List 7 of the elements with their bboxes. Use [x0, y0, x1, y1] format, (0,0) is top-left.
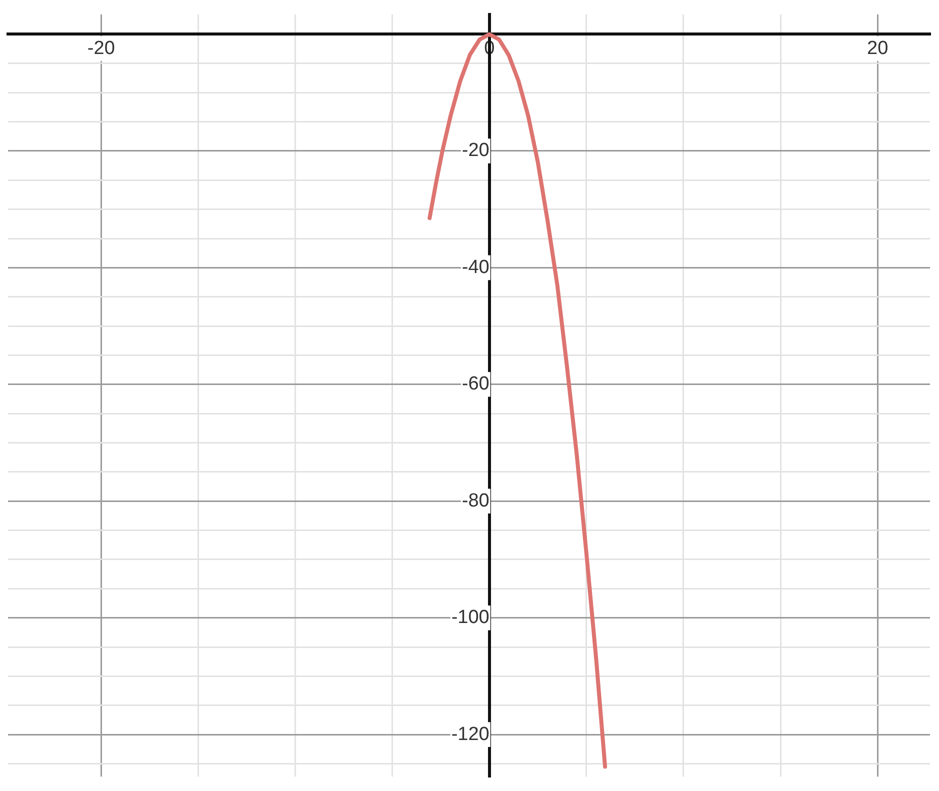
- y-tick-label: -100: [451, 607, 490, 628]
- x-tick-label: 20: [867, 38, 888, 59]
- y-tick-label: -60: [462, 374, 490, 395]
- y-tick-label: -40: [462, 256, 490, 278]
- y-tick-label: -20: [462, 140, 490, 162]
- y-tick-label: -80: [462, 490, 490, 512]
- y-tick-label: -120: [451, 724, 490, 745]
